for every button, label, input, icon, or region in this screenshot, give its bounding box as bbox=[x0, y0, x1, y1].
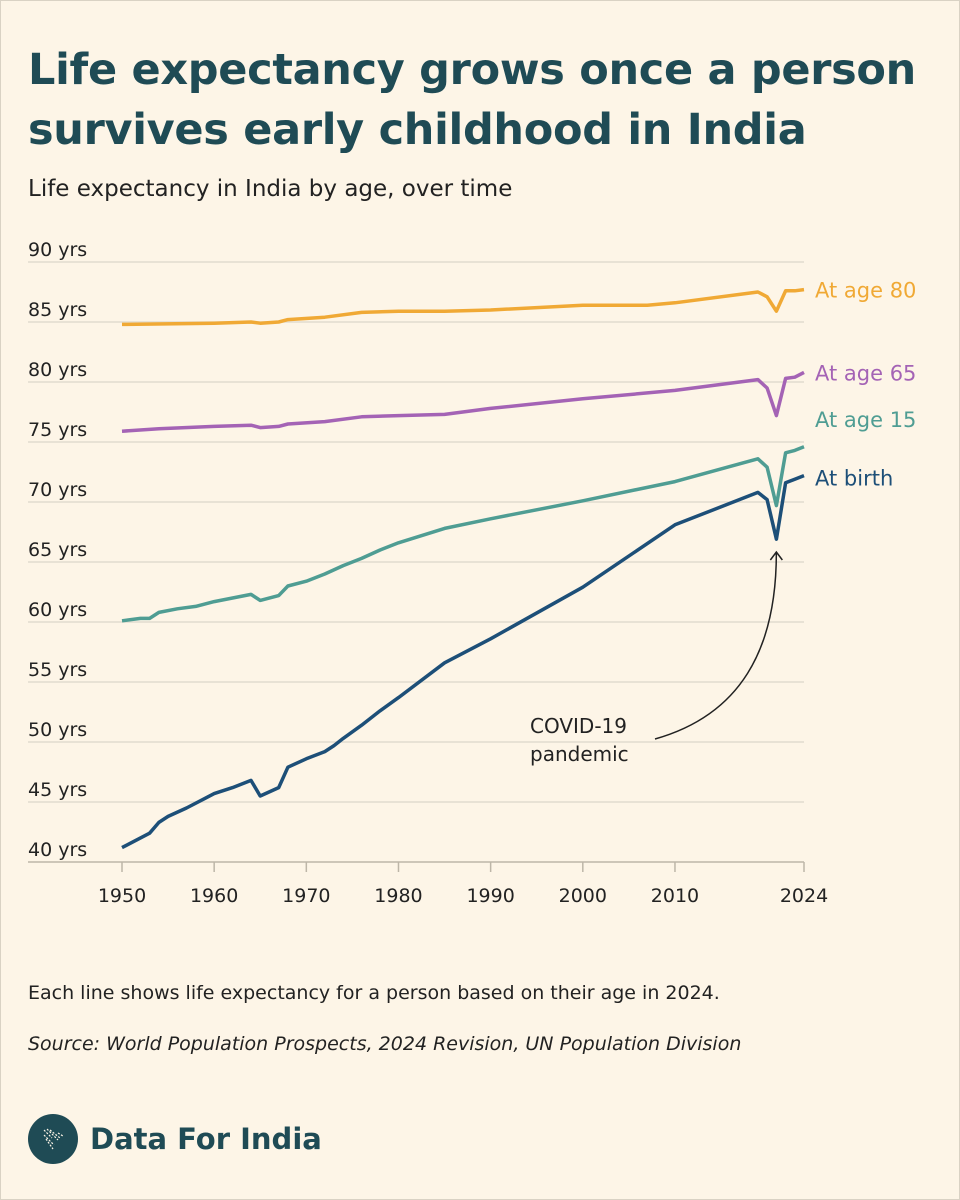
chart-title: Life expectancy grows once a person surv… bbox=[28, 45, 916, 155]
x-tick-label: 1990 bbox=[466, 885, 514, 907]
chart-subtitle: Life expectancy in India by age, over ti… bbox=[28, 176, 513, 202]
x-tick-label: 2024 bbox=[780, 885, 828, 907]
series-lines bbox=[121, 287, 805, 850]
series-label: At age 65 bbox=[815, 361, 916, 385]
annotation-text-line1: COVID-19 bbox=[530, 714, 627, 738]
x-tick-label: 1960 bbox=[190, 885, 238, 907]
annotation-text-line2: pandemic bbox=[530, 742, 629, 766]
y-tick-label: 40 yrs bbox=[28, 839, 87, 861]
footnote: Each line shows life expectancy for a pe… bbox=[28, 982, 720, 1004]
gridlines bbox=[28, 261, 804, 863]
source-note: Source: World Population Prospects, 2024… bbox=[28, 1033, 742, 1055]
x-tick-label: 1980 bbox=[374, 885, 422, 907]
covid-annotation: COVID-19 pandemic bbox=[530, 550, 783, 766]
x-tick-label: 2000 bbox=[559, 885, 607, 907]
series-line-at-age-80 bbox=[121, 287, 805, 327]
series-line-at-age-65 bbox=[121, 370, 805, 433]
line-chart: 90 yrs 85 yrs 80 yrs 75 yrs 70 yrs 65 yrs 60 y… bbox=[28, 239, 916, 907]
series-label: At age 15 bbox=[815, 408, 916, 432]
y-tick-label: 50 yrs bbox=[28, 719, 87, 741]
brand-logo[interactable]: Data For India bbox=[28, 1114, 322, 1164]
y-tick-label: 60 yrs bbox=[28, 599, 87, 621]
india-map-icon bbox=[28, 1114, 78, 1164]
y-axis-ticks: 90 yrs 85 yrs 80 yrs 75 yrs 70 yrs 65 yrs 60 y… bbox=[28, 239, 87, 861]
y-tick-label: 65 yrs bbox=[28, 539, 87, 561]
y-tick-label: 45 yrs bbox=[28, 779, 87, 801]
x-tick-label: 1950 bbox=[98, 885, 146, 907]
y-tick-label: 80 yrs bbox=[28, 359, 87, 381]
y-tick-label: 55 yrs bbox=[28, 659, 87, 681]
series-line-at-birth bbox=[121, 473, 805, 850]
x-axis-ticks: 1950 1960 1970 1980 1990 2000 2010 2024 bbox=[98, 862, 828, 907]
y-tick-label: 90 yrs bbox=[28, 239, 87, 261]
series-label: At age 80 bbox=[815, 279, 916, 303]
y-tick-label: 75 yrs bbox=[28, 419, 87, 441]
brand-name: Data For India bbox=[90, 1122, 322, 1156]
y-tick-label: 70 yrs bbox=[28, 479, 87, 501]
arrowhead-icon bbox=[769, 550, 783, 561]
x-tick-label: 2010 bbox=[651, 885, 699, 907]
x-tick-label: 1970 bbox=[282, 885, 330, 907]
y-tick-label: 85 yrs bbox=[28, 299, 87, 321]
annotation-arrow bbox=[654, 552, 778, 740]
series-line-at-age-15 bbox=[121, 445, 805, 623]
series-label: At birth bbox=[815, 467, 893, 491]
series-labels: At age 80 At age 65 At age 15 At birth bbox=[815, 279, 916, 491]
